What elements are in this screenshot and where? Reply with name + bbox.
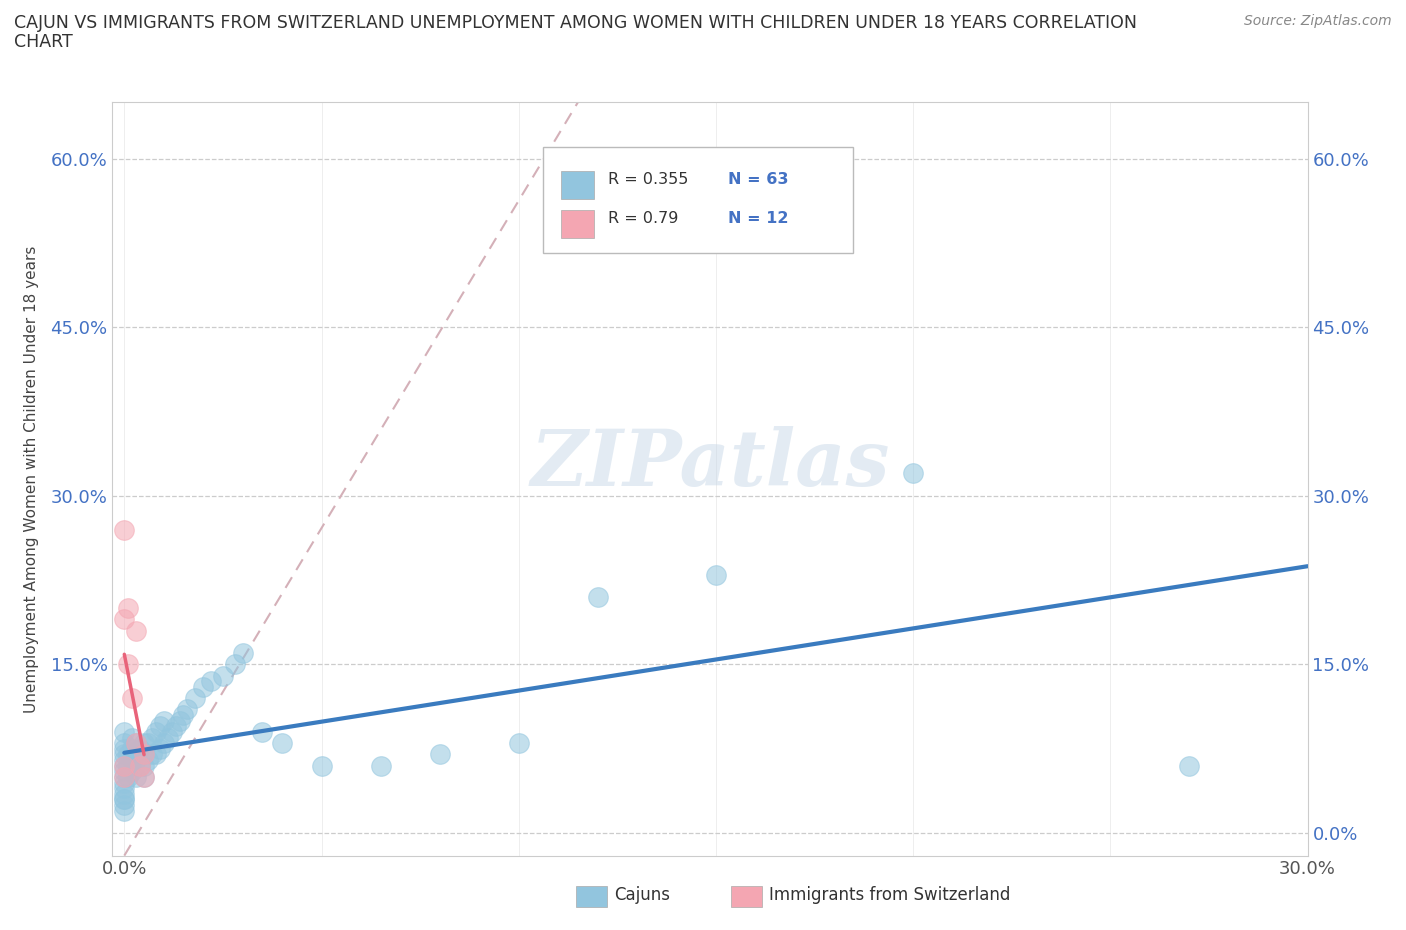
Point xyxy=(132,769,155,784)
Text: CAJUN VS IMMIGRANTS FROM SWITZERLAND UNEMPLOYMENT AMONG WOMEN WITH CHILDREN UNDE: CAJUN VS IMMIGRANTS FROM SWITZERLAND UNE… xyxy=(14,14,1137,32)
Point xyxy=(125,736,148,751)
Point xyxy=(129,741,152,756)
Point xyxy=(271,736,294,751)
Point xyxy=(141,730,163,745)
Text: ZIPatlas: ZIPatlas xyxy=(530,426,890,502)
Point xyxy=(125,736,148,751)
Text: R = 0.355: R = 0.355 xyxy=(609,172,689,187)
Point xyxy=(145,747,167,762)
Point xyxy=(117,601,139,616)
Point xyxy=(125,752,148,767)
Text: Immigrants from Switzerland: Immigrants from Switzerland xyxy=(769,885,1011,904)
Point xyxy=(176,702,198,717)
Point xyxy=(212,669,235,684)
Point xyxy=(112,775,135,790)
Point xyxy=(132,736,155,751)
Point xyxy=(112,798,135,813)
Point xyxy=(112,758,135,773)
Point xyxy=(112,741,135,756)
Point xyxy=(112,736,135,751)
Point xyxy=(112,764,135,778)
Text: N = 12: N = 12 xyxy=(728,211,789,226)
Point xyxy=(149,741,172,756)
Point xyxy=(129,758,152,773)
Point xyxy=(1178,758,1201,773)
Point xyxy=(117,747,139,762)
Point xyxy=(136,736,159,751)
Text: Cajuns: Cajuns xyxy=(614,885,671,904)
Point xyxy=(156,730,179,745)
Point xyxy=(429,747,451,762)
Point xyxy=(117,657,139,671)
Point xyxy=(121,691,143,706)
Point xyxy=(252,724,274,739)
Point xyxy=(132,747,155,762)
Point xyxy=(125,623,148,638)
Point xyxy=(112,758,135,773)
Point xyxy=(125,769,148,784)
Point xyxy=(152,736,174,751)
Point xyxy=(193,680,215,695)
Text: N = 63: N = 63 xyxy=(728,172,789,187)
Point xyxy=(112,612,135,627)
Point xyxy=(112,747,135,762)
Y-axis label: Unemployment Among Women with Children Under 18 years: Unemployment Among Women with Children U… xyxy=(24,246,39,712)
Point xyxy=(112,792,135,807)
Point xyxy=(132,758,155,773)
Point xyxy=(132,747,155,762)
Point xyxy=(121,764,143,778)
Point xyxy=(121,741,143,756)
Point xyxy=(200,674,222,689)
Point xyxy=(112,752,135,767)
Point xyxy=(172,708,194,723)
Point xyxy=(132,769,155,784)
Point xyxy=(121,752,143,767)
Point xyxy=(129,758,152,773)
Point xyxy=(704,567,727,582)
Point xyxy=(117,769,139,784)
Point xyxy=(112,804,135,818)
Point xyxy=(232,645,254,660)
Point xyxy=(149,719,172,734)
Point xyxy=(112,769,135,784)
Point xyxy=(586,590,609,604)
FancyBboxPatch shape xyxy=(561,210,595,238)
Point xyxy=(184,691,207,706)
Point xyxy=(112,787,135,802)
Text: CHART: CHART xyxy=(14,33,73,50)
Point xyxy=(145,724,167,739)
Point xyxy=(152,713,174,728)
Text: Source: ZipAtlas.com: Source: ZipAtlas.com xyxy=(1244,14,1392,28)
Point xyxy=(160,724,183,739)
Point xyxy=(112,769,135,784)
Point xyxy=(112,780,135,795)
Point xyxy=(169,713,191,728)
Point xyxy=(141,747,163,762)
Point xyxy=(112,522,135,537)
Point xyxy=(165,719,187,734)
Text: R = 0.79: R = 0.79 xyxy=(609,211,679,226)
Point xyxy=(112,792,135,807)
FancyBboxPatch shape xyxy=(561,171,595,199)
Point xyxy=(224,657,246,671)
Point xyxy=(901,466,924,481)
Point xyxy=(117,758,139,773)
Point xyxy=(121,730,143,745)
Point xyxy=(112,724,135,739)
Point xyxy=(370,758,392,773)
Point xyxy=(311,758,333,773)
Point xyxy=(508,736,530,751)
FancyBboxPatch shape xyxy=(543,148,853,253)
Point xyxy=(136,752,159,767)
